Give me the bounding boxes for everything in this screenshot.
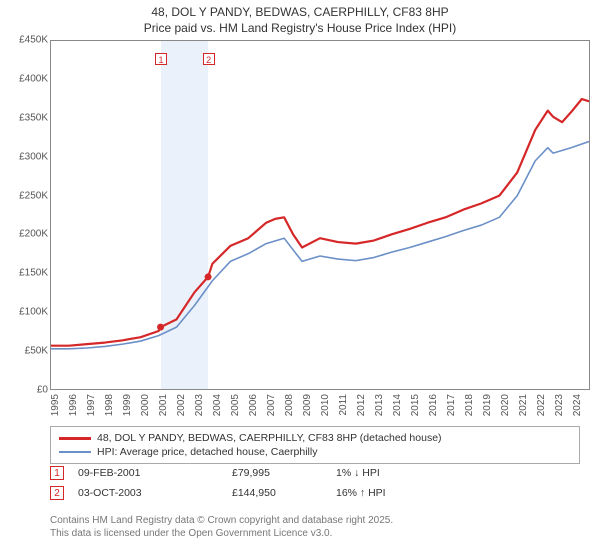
y-tick-label: £100K: [19, 307, 48, 318]
x-tick-label: 2020: [500, 394, 511, 416]
plot-area: 12: [50, 40, 590, 390]
legend-label: 48, DOL Y PANDY, BEDWAS, CAERPHILLY, CF8…: [97, 432, 442, 444]
x-tick-label: 2022: [536, 394, 547, 416]
attribution-line2: This data is licensed under the Open Gov…: [50, 527, 590, 540]
y-tick-label: £200K: [19, 229, 48, 240]
y-tick-label: £400K: [19, 73, 48, 84]
y-tick-label: £50K: [25, 346, 48, 357]
y-axis: £0£50K£100K£150K£200K£250K£300K£350K£400…: [0, 40, 50, 390]
chart-area: £0 £50K £100K £150K £200K £250K £300K £350K £400…: [0, 40, 600, 420]
sales-list: 1 09-FEB-2001 £79,995 1% ↓ HPI 2 03-OCT-…: [50, 466, 580, 506]
legend-item: 48, DOL Y PANDY, BEDWAS, CAERPHILLY, CF8…: [59, 431, 571, 445]
x-tick-label: 2011: [338, 394, 349, 416]
y-tick-label: £300K: [19, 151, 48, 162]
line-series: [51, 41, 589, 389]
x-tick-label: 2016: [428, 394, 439, 416]
legend-swatch: [59, 437, 91, 440]
x-tick-label: 2004: [212, 394, 223, 416]
x-tick-label: 2013: [374, 394, 385, 416]
x-tick-label: 2024: [572, 394, 583, 416]
sale-row: 2 03-OCT-2003 £144,950 16% ↑ HPI: [50, 486, 580, 500]
x-tick-label: 2019: [482, 394, 493, 416]
sale-price: £144,950: [232, 487, 322, 499]
x-tick-label: 2017: [446, 394, 457, 416]
x-tick-label: 2005: [230, 394, 241, 416]
x-tick-label: 2018: [464, 394, 475, 416]
x-tick-label: 1998: [104, 394, 115, 416]
sale-price: £79,995: [232, 467, 322, 479]
y-tick-label: £450K: [19, 35, 48, 46]
y-tick-label: £250K: [19, 190, 48, 201]
sale-marker-icon: 2: [50, 486, 64, 500]
x-tick-label: 2006: [248, 394, 259, 416]
sale-date: 03-OCT-2003: [78, 487, 218, 499]
sale-marker-icon: 1: [50, 466, 64, 480]
chart-title: 48, DOL Y PANDY, BEDWAS, CAERPHILLY, CF8…: [0, 0, 600, 36]
y-tick-label: £350K: [19, 112, 48, 123]
legend: 48, DOL Y PANDY, BEDWAS, CAERPHILLY, CF8…: [50, 426, 580, 464]
x-tick-label: 2008: [284, 394, 295, 416]
x-tick-label: 2010: [320, 394, 331, 416]
attribution: Contains HM Land Registry data © Crown c…: [50, 514, 590, 540]
x-tick-label: 2002: [176, 394, 187, 416]
sale-marker-icon: 1: [155, 53, 167, 65]
sale-marker-icon: 2: [203, 53, 215, 65]
legend-swatch: [59, 451, 91, 453]
legend-item: HPI: Average price, detached house, Caer…: [59, 445, 571, 459]
x-tick-label: 2014: [392, 394, 403, 416]
sale-diff: 16% ↑ HPI: [336, 487, 446, 499]
legend-label: HPI: Average price, detached house, Caer…: [97, 446, 317, 458]
title-line1: 48, DOL Y PANDY, BEDWAS, CAERPHILLY, CF8…: [0, 4, 600, 20]
x-tick-label: 2009: [302, 394, 313, 416]
x-tick-label: 2015: [410, 394, 421, 416]
x-axis: 1995 1996 1997 1998 1999 2000 2001 2002 2003 2004…: [50, 392, 590, 420]
attribution-line1: Contains HM Land Registry data © Crown c…: [50, 514, 590, 527]
sale-row: 1 09-FEB-2001 £79,995 1% ↓ HPI: [50, 466, 580, 480]
x-tick-label: 2021: [518, 394, 529, 416]
x-tick-label: 1995: [50, 394, 61, 416]
x-tick-label: 2007: [266, 394, 277, 416]
sale-date: 09-FEB-2001: [78, 467, 218, 479]
x-tick-label: 2000: [140, 394, 151, 416]
x-tick-label: 2003: [194, 394, 205, 416]
x-tick-label: 2012: [356, 394, 367, 416]
x-tick-label: 2023: [554, 394, 565, 416]
x-tick-label: 1997: [86, 394, 97, 416]
x-tick-label: 1996: [68, 394, 79, 416]
y-tick-label: £150K: [19, 268, 48, 279]
x-tick-label: 2001: [158, 394, 169, 416]
y-tick-label: £0: [37, 385, 48, 396]
title-line2: Price paid vs. HM Land Registry's House …: [0, 20, 600, 36]
sale-diff: 1% ↓ HPI: [336, 467, 446, 479]
x-tick-label: 1999: [122, 394, 133, 416]
